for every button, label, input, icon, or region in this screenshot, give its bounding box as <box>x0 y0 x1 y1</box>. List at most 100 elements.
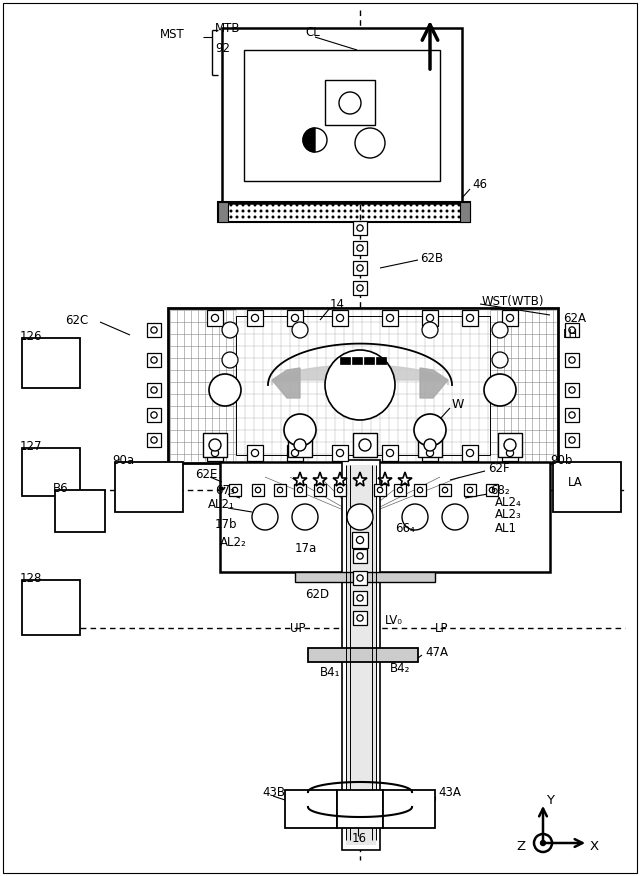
Text: WST(WTB): WST(WTB) <box>482 295 545 308</box>
Bar <box>314 484 326 496</box>
Circle shape <box>392 203 394 207</box>
Circle shape <box>422 209 424 213</box>
Bar <box>147 383 161 397</box>
Circle shape <box>314 209 317 213</box>
Circle shape <box>252 504 278 530</box>
Bar <box>229 484 241 496</box>
Bar <box>353 241 367 255</box>
Circle shape <box>458 215 461 218</box>
Circle shape <box>380 215 383 218</box>
Bar <box>364 357 374 364</box>
Circle shape <box>255 487 260 492</box>
Text: 67₃: 67₃ <box>215 484 235 497</box>
Bar <box>252 484 264 496</box>
Circle shape <box>289 209 292 213</box>
Circle shape <box>332 203 335 207</box>
Bar <box>414 484 426 496</box>
Circle shape <box>357 285 363 291</box>
Circle shape <box>347 504 373 530</box>
Bar <box>288 433 312 457</box>
Circle shape <box>378 487 383 492</box>
Bar <box>353 221 367 235</box>
Bar <box>422 445 438 461</box>
Bar <box>352 532 368 548</box>
Circle shape <box>428 209 431 213</box>
Circle shape <box>569 387 575 393</box>
Bar <box>352 357 362 364</box>
Bar <box>287 310 303 326</box>
Circle shape <box>344 215 346 218</box>
Bar <box>147 408 161 422</box>
Circle shape <box>569 437 575 443</box>
Circle shape <box>385 209 388 213</box>
Circle shape <box>259 215 262 218</box>
Circle shape <box>223 203 227 207</box>
Circle shape <box>296 215 298 218</box>
Circle shape <box>357 615 363 621</box>
Circle shape <box>326 203 328 207</box>
Bar <box>553 462 621 512</box>
Circle shape <box>253 203 257 207</box>
Text: 62F: 62F <box>488 462 509 475</box>
Circle shape <box>426 449 434 456</box>
Text: X: X <box>590 839 599 852</box>
Circle shape <box>428 215 431 218</box>
Circle shape <box>380 209 383 213</box>
Circle shape <box>298 487 303 492</box>
Circle shape <box>357 575 363 581</box>
Circle shape <box>151 357 157 364</box>
Circle shape <box>151 412 157 418</box>
Circle shape <box>284 209 287 213</box>
Circle shape <box>410 215 413 218</box>
Circle shape <box>271 203 275 207</box>
Circle shape <box>467 449 474 456</box>
Circle shape <box>367 203 371 207</box>
Wedge shape <box>303 128 315 152</box>
Bar <box>565 383 579 397</box>
Circle shape <box>248 215 250 218</box>
Circle shape <box>422 215 424 218</box>
Circle shape <box>387 314 394 321</box>
Circle shape <box>151 437 157 443</box>
Circle shape <box>357 553 363 559</box>
Circle shape <box>504 439 516 451</box>
Circle shape <box>296 203 298 207</box>
Bar <box>22 338 80 388</box>
Circle shape <box>433 203 436 207</box>
Bar <box>218 202 228 222</box>
Circle shape <box>337 487 342 492</box>
Circle shape <box>289 215 292 218</box>
Circle shape <box>445 215 449 218</box>
Bar <box>565 433 579 447</box>
Circle shape <box>278 203 280 207</box>
Bar <box>220 462 550 572</box>
Bar <box>22 580 80 635</box>
Circle shape <box>317 487 323 492</box>
Bar <box>247 445 263 461</box>
Circle shape <box>291 449 299 456</box>
Circle shape <box>252 449 259 456</box>
Circle shape <box>440 209 442 213</box>
Circle shape <box>415 203 419 207</box>
Circle shape <box>232 487 237 492</box>
Circle shape <box>403 203 406 207</box>
Circle shape <box>259 203 262 207</box>
Bar <box>460 202 470 222</box>
Bar <box>332 445 348 461</box>
Text: 68₂: 68₂ <box>490 484 509 497</box>
Circle shape <box>357 265 363 272</box>
Circle shape <box>356 536 364 544</box>
Circle shape <box>230 203 232 207</box>
Circle shape <box>451 203 454 207</box>
Circle shape <box>284 414 316 446</box>
Circle shape <box>490 487 495 492</box>
Text: 16: 16 <box>352 831 367 844</box>
Text: AL2₃: AL2₃ <box>495 508 522 521</box>
Circle shape <box>151 387 157 393</box>
Circle shape <box>410 209 413 213</box>
Bar <box>439 484 451 496</box>
Text: 62C: 62C <box>65 314 88 327</box>
Bar <box>218 202 470 222</box>
Bar <box>353 261 367 275</box>
Bar <box>502 310 518 326</box>
